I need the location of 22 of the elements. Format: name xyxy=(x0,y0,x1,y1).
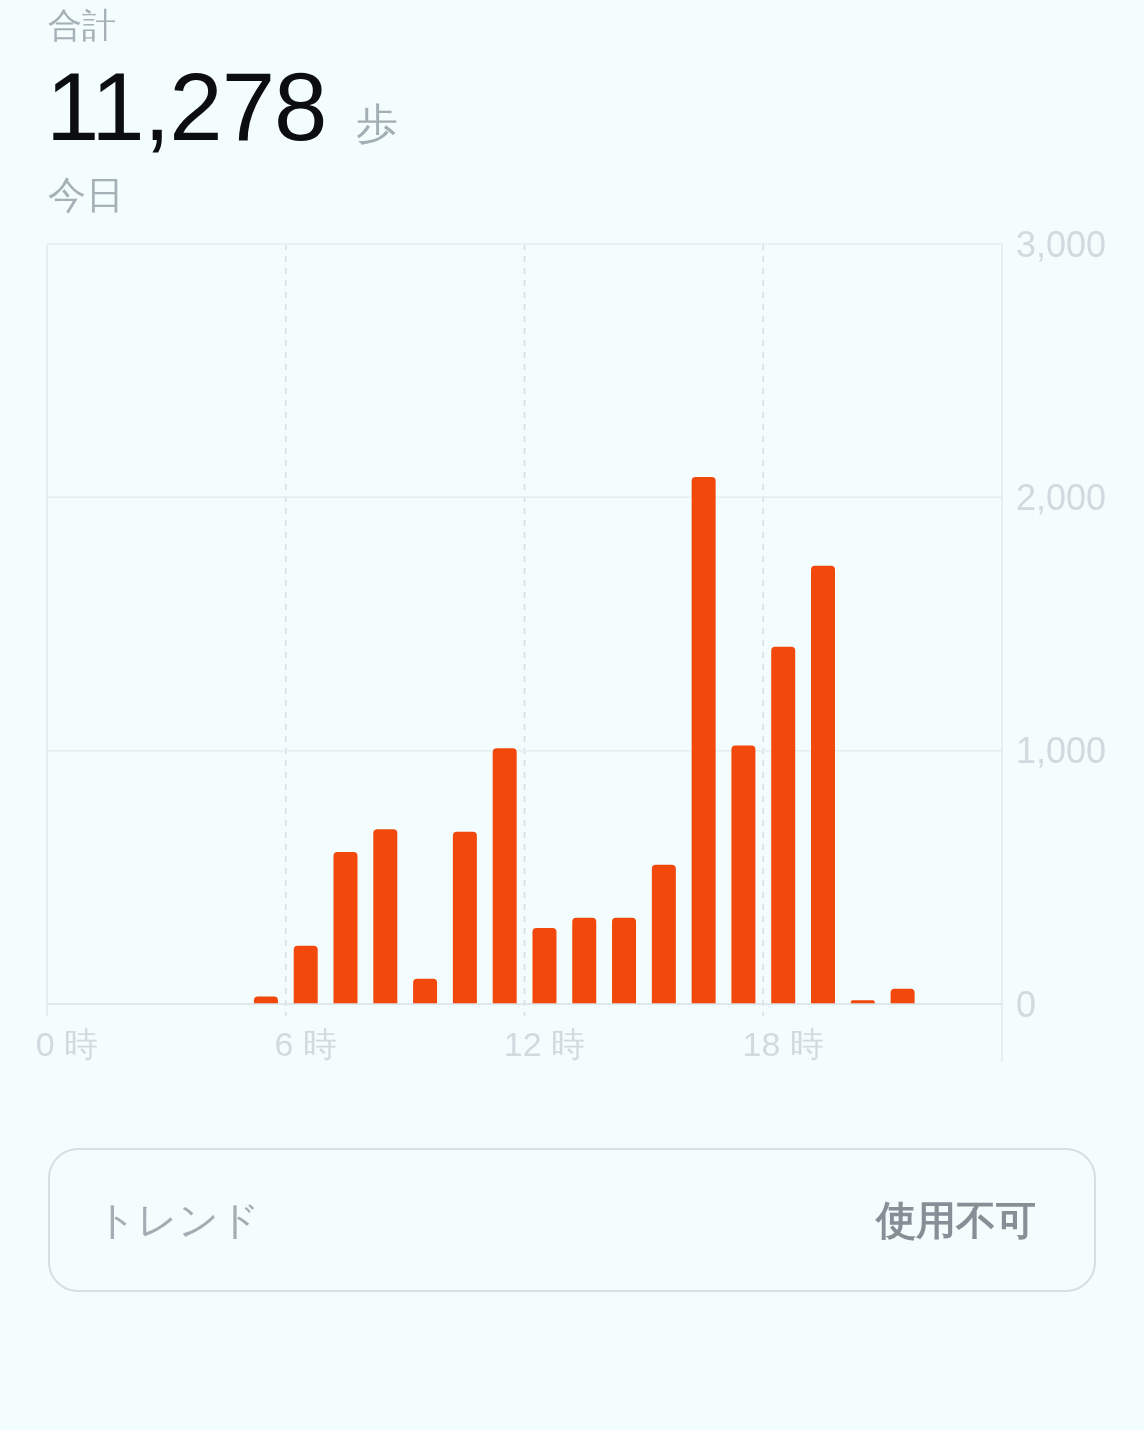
chart-title: 合計 xyxy=(48,5,116,46)
text: 11,278 xyxy=(46,52,327,162)
bar xyxy=(771,646,796,1004)
bar xyxy=(532,928,557,1004)
bar xyxy=(452,831,477,1004)
bar xyxy=(413,978,438,1004)
bar xyxy=(373,829,398,1004)
text: トレンド xyxy=(96,1197,260,1244)
bar xyxy=(890,988,915,1004)
bar xyxy=(691,477,716,1004)
bar xyxy=(572,917,597,1004)
bar xyxy=(612,917,637,1004)
text: 歩 xyxy=(356,99,398,149)
bar xyxy=(492,748,517,1004)
bar xyxy=(293,945,318,1004)
bar xyxy=(731,745,756,1004)
bar xyxy=(333,852,358,1004)
text: 使用不可 xyxy=(876,1197,1036,1244)
chart-subtitle: 今日 xyxy=(48,173,124,218)
bar xyxy=(651,864,676,1004)
bar xyxy=(253,996,278,1004)
bar xyxy=(811,565,835,1004)
